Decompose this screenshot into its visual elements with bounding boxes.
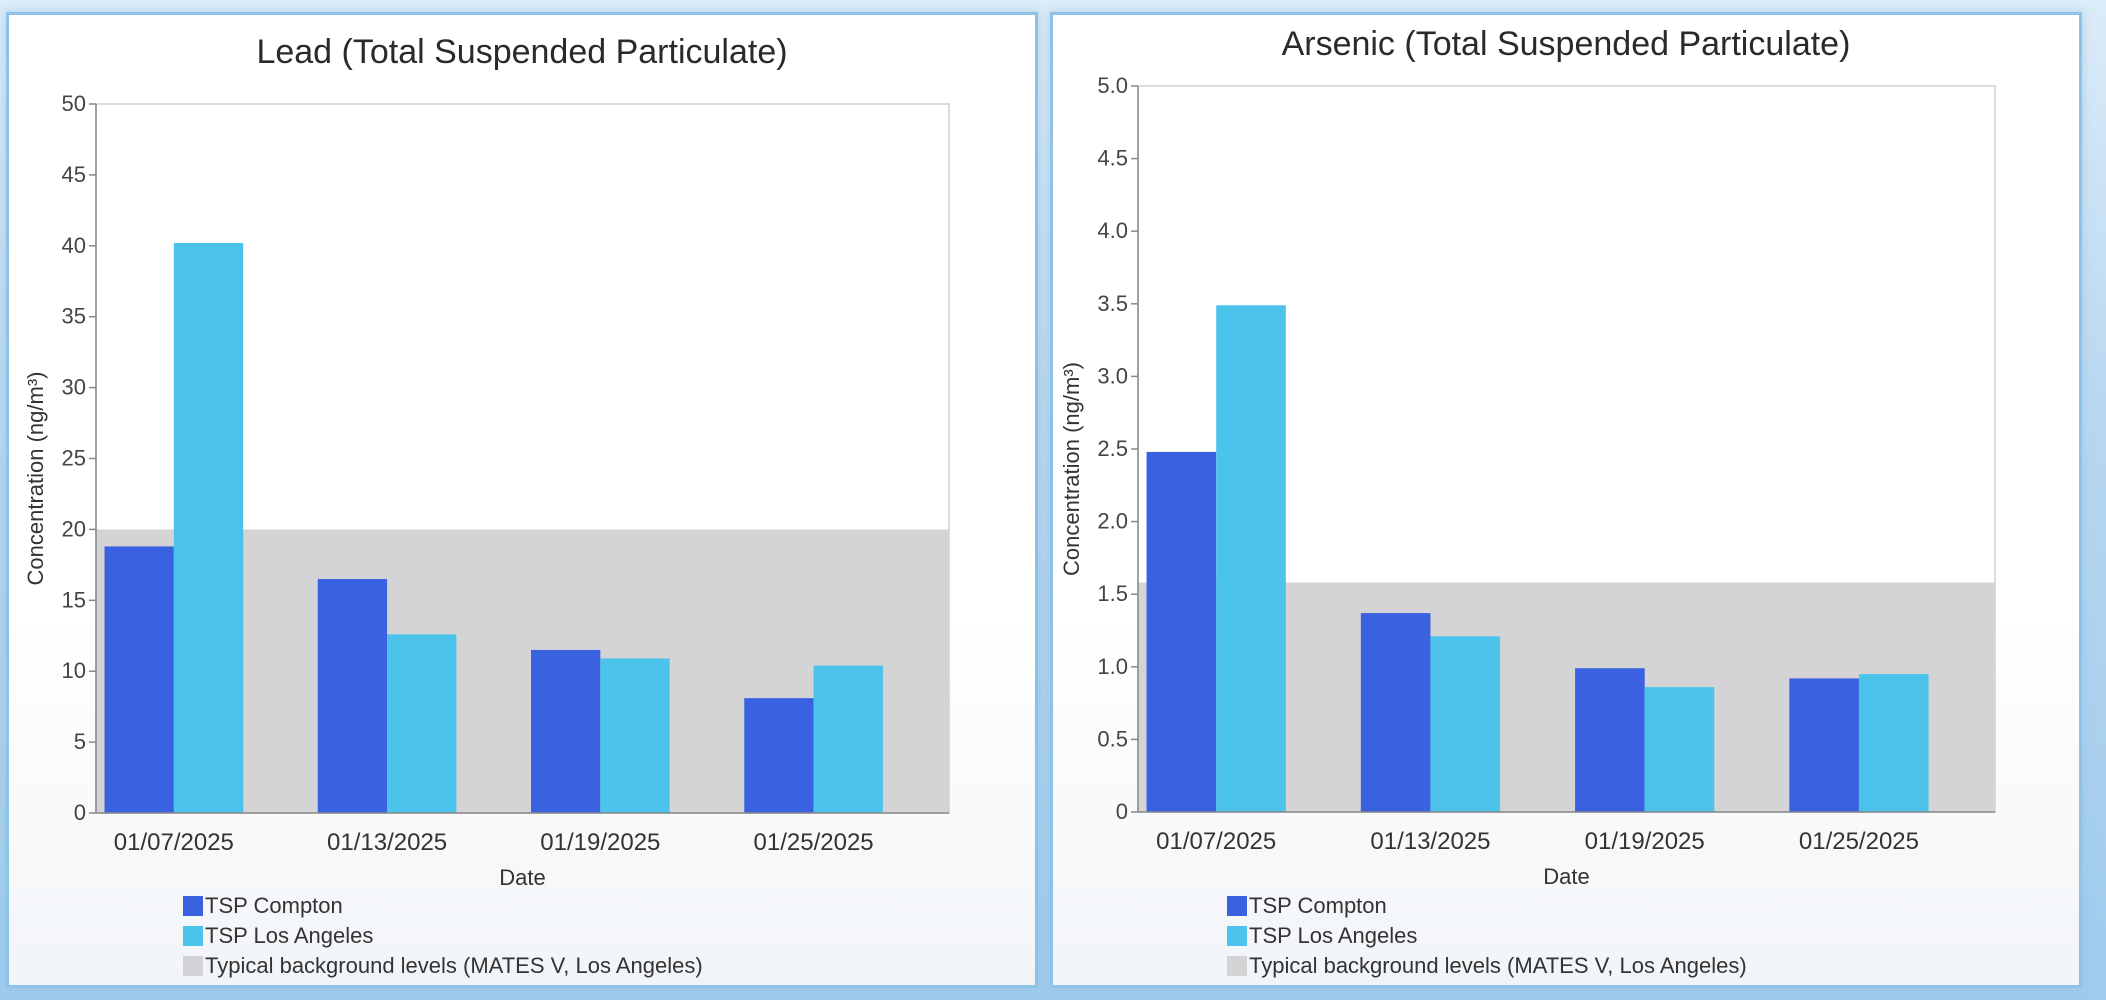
y-tick-label: 3.5 (1097, 291, 1128, 316)
legend-label-background: Typical background levels (MATES V, Los … (1249, 953, 1747, 978)
compton-swatch (1227, 896, 1247, 916)
x-tick-label: 01/19/2025 (540, 829, 660, 856)
y-tick-label: 2.5 (1097, 436, 1128, 461)
bar-tsp-compton-01-25-2025 (1789, 678, 1859, 812)
legend-label-background: Typical background levels (MATES V, Los … (205, 953, 703, 978)
bar-tsp-compton-01-19-2025 (1575, 668, 1645, 812)
y-tick-label: 50 (62, 91, 86, 116)
arsenic-chart-panel: Arsenic (Total Suspended Particulate) 01… (1050, 12, 2082, 988)
bar-tsp-los-angeles-01-19-2025 (1644, 687, 1715, 812)
bar-tsp-los-angeles-01-13-2025 (1430, 636, 1501, 812)
los-angeles-swatch (1227, 926, 1247, 946)
x-tick-label: 01/25/2025 (754, 829, 874, 856)
legend-item-background: Typical background levels (MATES V, Los … (183, 951, 703, 981)
x-tick-label: 01/07/2025 (1156, 828, 1276, 855)
y-tick-label: 5.0 (1097, 73, 1128, 98)
compton-swatch (183, 896, 203, 916)
bar-tsp-los-angeles-01-07-2025 (1216, 305, 1286, 812)
lead-chart-legend: TSP Compton TSP Los Angeles Typical back… (183, 891, 703, 981)
x-tick-label: 01/13/2025 (327, 829, 447, 856)
y-tick-label: 0.5 (1097, 726, 1128, 751)
y-tick-label: 40 (62, 233, 86, 258)
bar-tsp-compton-01-13-2025 (1360, 613, 1431, 812)
lead-chart-plot: 01/07/2025 01/13/2025 01/19/2025 01/25/2025… (23, 91, 950, 890)
legend-label-los-angeles: TSP Los Angeles (1249, 923, 1418, 948)
legend-item-background: Typical background levels (MATES V, Los … (1227, 951, 1747, 981)
y-tick-label: 3.0 (1097, 363, 1128, 388)
bar-tsp-compton-01-07-2025 (1146, 451, 1217, 812)
lead-chart-panel: Lead (Total Suspended Particulate) 01/07… (6, 12, 1038, 988)
y-tick-label: 1.0 (1097, 654, 1128, 679)
y-tick-label: 1.5 (1097, 581, 1128, 606)
y-axis-title: Concentration (ng/m³) (1059, 362, 1084, 576)
x-axis-title: Date (499, 865, 545, 890)
legend-item-compton: TSP Compton (183, 891, 703, 921)
legend-item-los-angeles: TSP Los Angeles (183, 921, 703, 951)
bar-tsp-compton-01-13-2025 (317, 579, 388, 813)
background-swatch (1227, 956, 1247, 976)
y-tick-label: 0 (1116, 799, 1128, 824)
y-tick-label: 15 (62, 587, 86, 612)
bar-tsp-los-angeles-01-19-2025 (600, 658, 670, 813)
y-tick-label: 5 (74, 729, 86, 754)
arsenic-chart-legend: TSP Compton TSP Los Angeles Typical back… (1227, 891, 1747, 981)
x-tick-label: 01/25/2025 (1799, 828, 1919, 855)
bar-tsp-los-angeles-01-07-2025 (173, 242, 244, 814)
y-tick-label: 4.5 (1097, 146, 1128, 171)
legend-label-compton: TSP Compton (205, 893, 343, 918)
y-axis-title: Concentration (ng/m³) (23, 372, 48, 586)
legend-item-los-angeles: TSP Los Angeles (1227, 921, 1747, 951)
x-tick-label: 01/13/2025 (1370, 828, 1490, 855)
background-swatch (183, 956, 203, 976)
y-tick-label: 4.0 (1097, 218, 1128, 243)
arsenic-chart-plot: 01/07/2025 01/13/2025 01/19/2025 01/25/2025… (1059, 73, 1996, 889)
y-tick-label: 10 (62, 658, 86, 683)
bar-tsp-los-angeles-01-13-2025 (387, 634, 457, 813)
bar-tsp-compton-01-25-2025 (744, 698, 814, 813)
y-tick-label: 30 (62, 375, 86, 400)
bar-tsp-los-angeles-01-25-2025 (813, 665, 883, 813)
arsenic-chart-title: Arsenic (Total Suspended Particulate) (1281, 25, 1851, 63)
bar-tsp-los-angeles-01-25-2025 (1858, 674, 1929, 812)
y-tick-label: 45 (62, 162, 86, 187)
x-axis-title: Date (1543, 864, 1589, 889)
y-tick-label: 35 (62, 304, 86, 329)
bar-tsp-compton-01-07-2025 (104, 546, 174, 813)
y-tick-label: 20 (62, 516, 86, 541)
los-angeles-swatch (183, 926, 203, 946)
legend-label-los-angeles: TSP Los Angeles (205, 923, 374, 948)
y-tick-label: 0 (74, 800, 86, 825)
bar-tsp-compton-01-19-2025 (531, 649, 601, 813)
legend-item-compton: TSP Compton (1227, 891, 1747, 921)
lead-chart-title: Lead (Total Suspended Particulate) (256, 33, 788, 71)
y-tick-label: 2.0 (1097, 509, 1128, 534)
x-tick-label: 01/19/2025 (1585, 828, 1705, 855)
x-tick-label: 01/07/2025 (114, 829, 234, 856)
y-tick-label: 25 (62, 446, 86, 471)
legend-label-compton: TSP Compton (1249, 893, 1387, 918)
